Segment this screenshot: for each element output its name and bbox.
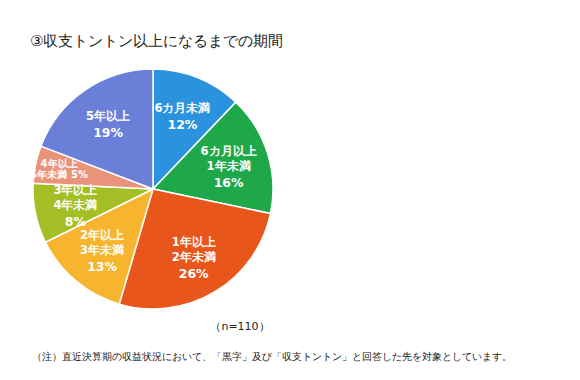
slice-label: 6カ月以上1年未満 16% <box>201 144 257 190</box>
category-label: 1年未満 <box>207 159 251 173</box>
value-label: 12% <box>167 117 197 132</box>
slice-label: 3年以上4年未満 8% <box>53 183 97 229</box>
slice-label: 4年以上5年未満 5% <box>30 158 88 180</box>
category-label: 4年以上 <box>41 158 78 169</box>
slice-label: 1年以上2年未満 26% <box>172 235 216 281</box>
category-label: 1年以上 <box>172 235 216 249</box>
value-label: 5% <box>71 169 88 180</box>
category-label: 2年以上 <box>80 228 124 242</box>
footnote: （注）直近決算期の収益状況において、「黒字」及び「収支トントン」と回答した先を対… <box>32 351 512 362</box>
slice-label: 5年以上 19% <box>86 109 130 140</box>
category-label: 5年以上 <box>86 109 130 123</box>
value-label: 26% <box>179 266 209 281</box>
category-label: 3年以上 <box>53 183 97 197</box>
category-label: 3年未満 <box>80 243 124 257</box>
pie-labels: 6カ月未満 12% 6カ月以上1年未満 16% 1年以上2年未満 26% 2年以上3年未満 1… <box>30 101 257 281</box>
category-label: 4年未満 <box>53 198 97 212</box>
value-label: 19% <box>93 125 123 140</box>
category-label: 2年未満 <box>172 250 216 264</box>
slice-label: 6カ月未満 12% <box>154 101 210 132</box>
slice-label: 2年以上3年未満 13% <box>80 228 124 274</box>
category-label: 6カ月未満 <box>154 101 210 115</box>
chart-root: ③収支トントン以上になるまでの期間 6カ月未満 12% 6カ月以上1年未満 16% 1年以… <box>0 0 580 380</box>
value-label: 13% <box>87 259 117 274</box>
value-label: 8% <box>65 214 87 229</box>
pie-slice <box>33 183 153 242</box>
pie <box>33 69 273 309</box>
chart-title: ③収支トントン以上になるまでの期間 <box>30 32 283 50</box>
category-label: 6カ月以上 <box>201 144 257 158</box>
chart-svg: ③収支トントン以上になるまでの期間 6カ月未満 12% 6カ月以上1年未満 16% 1年以… <box>0 0 580 380</box>
sample-size: （n=110） <box>210 320 269 333</box>
value-label: 16% <box>214 175 244 190</box>
category-label: 5年未満 <box>30 169 67 180</box>
